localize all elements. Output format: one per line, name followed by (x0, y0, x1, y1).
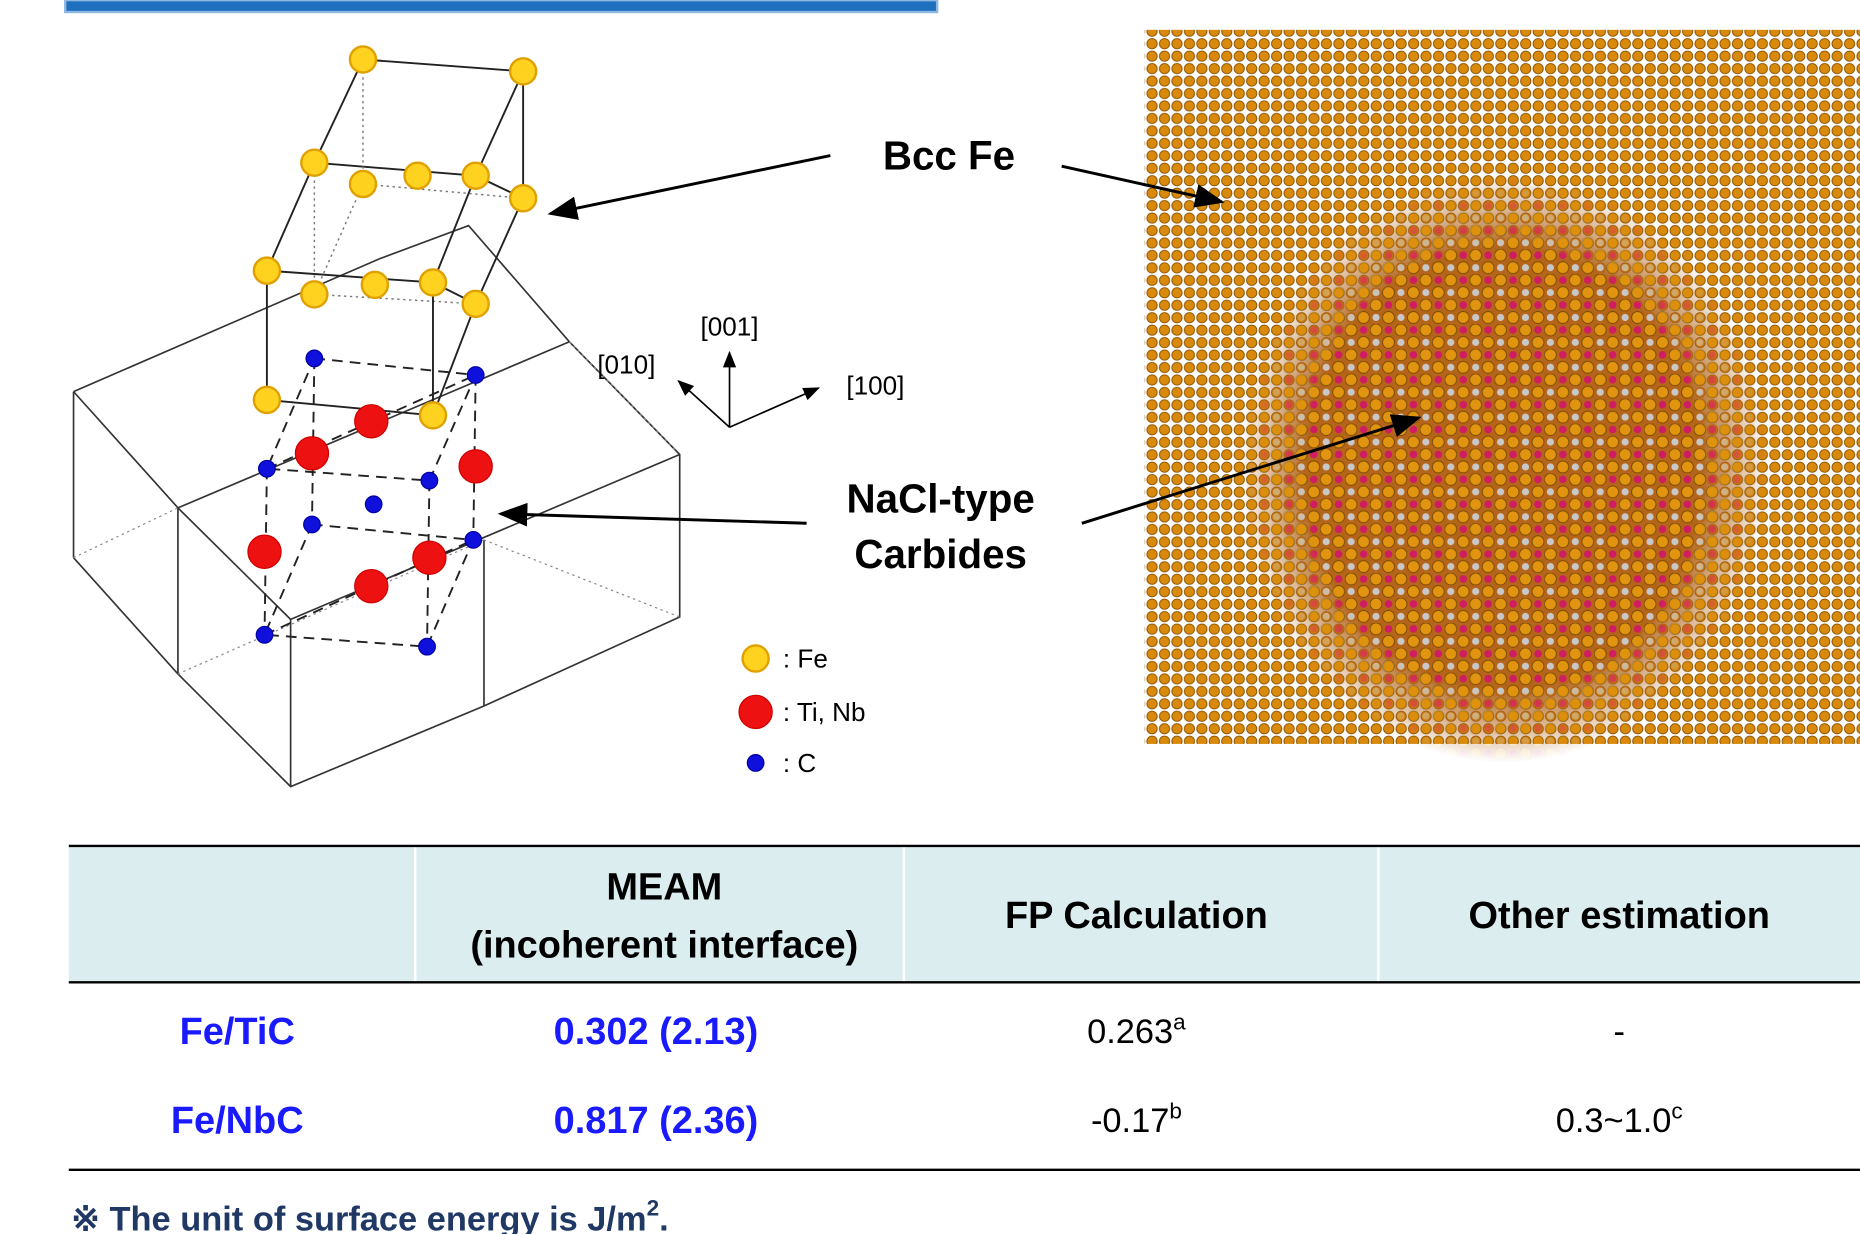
decoration (301, 281, 327, 307)
footnote: ※ The unit of surface energy is J/m2. (71, 1195, 668, 1234)
legend-swatch (747, 755, 764, 772)
simulation-image (1145, 30, 1860, 783)
decoration (74, 508, 178, 558)
decoration (463, 291, 489, 317)
table-cell: 0.302 (2.13) (554, 1011, 759, 1053)
decoration (355, 405, 388, 438)
decoration (254, 387, 280, 413)
decoration (256, 626, 273, 643)
decoration (484, 540, 680, 617)
cell-sup: b (1169, 1098, 1182, 1123)
table-header: (incoherent interface) (470, 925, 858, 967)
decoration (467, 367, 484, 384)
decoration (730, 388, 819, 427)
decoration (362, 272, 388, 298)
table-header: MEAM (606, 866, 722, 908)
axis-label: [010] (597, 349, 655, 379)
axes-glyph (679, 352, 819, 427)
legend-label: : Fe (783, 644, 828, 674)
decoration (365, 496, 382, 513)
decoration (301, 150, 327, 176)
callout: Bcc Fe (883, 133, 1015, 179)
decoration (74, 558, 178, 674)
title-bar (65, 0, 937, 12)
cell-sup: c (1671, 1098, 1682, 1123)
decoration (421, 472, 438, 489)
table-body: Fe/TiC 0.302 (2.13) 0.263a - Fe/NbC 0.817 (2.… (171, 1009, 1683, 1142)
decoration (476, 71, 523, 175)
decoration (295, 437, 328, 470)
table-cell: 0.817 (2.36) (554, 1100, 759, 1142)
axis-label: [100] (846, 371, 904, 401)
decoration (463, 163, 489, 189)
table-header: Other estimation (1468, 895, 1769, 937)
table-cell: 0.3~1.0c (1556, 1098, 1683, 1140)
table-cell: 0.263a (1087, 1009, 1186, 1051)
decoration (350, 46, 376, 72)
decoration (355, 570, 388, 603)
callout: NaCl-type (847, 475, 1035, 521)
footnote-text: ※ The unit of surface energy is J/m (71, 1201, 646, 1234)
table-header: FP Calculation (1005, 895, 1268, 937)
decoration (314, 294, 475, 303)
decoration (306, 350, 323, 367)
decoration (420, 269, 446, 295)
axis-label: [001] (701, 311, 759, 341)
decoration (259, 460, 276, 477)
page: html,body{margin:0;padding:0;background:… (0, 0, 1860, 1234)
decoration (405, 163, 431, 189)
decoration (510, 185, 536, 211)
footnote-sup: 2 (647, 1195, 660, 1220)
decoration (433, 304, 476, 416)
decoration (304, 516, 321, 533)
table-cell: -0.17b (1091, 1098, 1182, 1140)
decoration (510, 58, 536, 84)
decoration (419, 638, 436, 655)
cell-sup: a (1173, 1009, 1186, 1034)
decoration (350, 171, 376, 197)
legend-label: : Ti, Nb (783, 697, 866, 727)
callout-arrow (501, 514, 807, 523)
decoration (459, 450, 492, 483)
body: {"labels":{"bcc_fe":"Bcc Fe","nacl":["Na… (0, 0, 1860, 1234)
decoration (420, 402, 446, 428)
legend-swatch (743, 645, 769, 671)
decoration (248, 535, 281, 568)
decoration (1234, 166, 1780, 783)
decoration (314, 59, 363, 162)
table-cell: Fe/TiC (180, 1011, 295, 1053)
decoration (476, 198, 523, 304)
decoration (413, 541, 446, 574)
callout: Carbides (854, 531, 1027, 577)
callout-arrow (550, 156, 830, 214)
decoration (433, 176, 476, 283)
slide: [001] [010] [100] : Fe : Ti, Nb : C Bcc … (0, 0, 1860, 1234)
crystal-diagram (74, 46, 680, 786)
footnote-tail: . (659, 1201, 669, 1234)
legend-swatch (739, 695, 772, 728)
decoration (679, 381, 730, 427)
decoration (254, 258, 280, 284)
cell-text: 0.263 (1087, 1013, 1173, 1051)
legend-label: : C (783, 748, 816, 778)
decoration (267, 163, 314, 271)
cell-text: -0.17 (1091, 1102, 1169, 1140)
cell-text: 0.3~1.0 (1556, 1102, 1672, 1140)
table-cell: Fe/NbC (171, 1100, 304, 1142)
decoration (363, 59, 523, 198)
table-cell: - (1613, 1013, 1624, 1051)
decoration (465, 532, 482, 549)
